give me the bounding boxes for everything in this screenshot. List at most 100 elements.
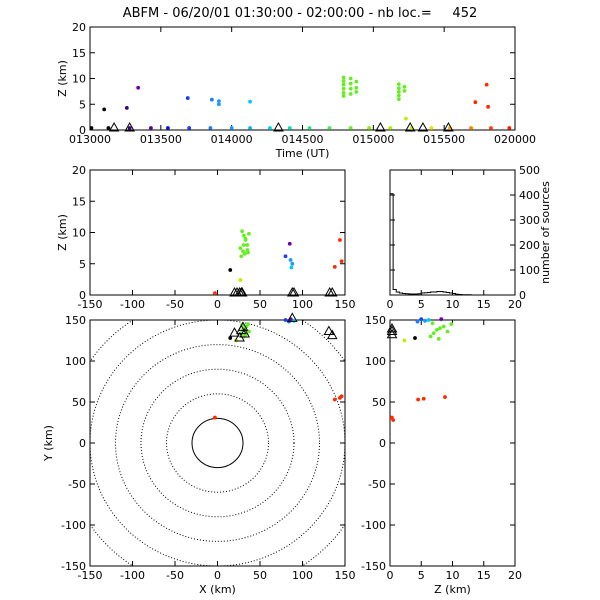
station-triangle <box>404 121 416 132</box>
time-height-point <box>185 96 190 100</box>
height-y-point <box>426 318 431 322</box>
height-y-point <box>402 338 407 343</box>
range-ring <box>191 417 244 469</box>
histogram-y-axis-label: 100 <box>519 264 540 277</box>
station-triangle <box>386 328 398 339</box>
height-y-point <box>438 326 442 331</box>
height-y-point <box>436 336 441 341</box>
height-y-point <box>443 395 447 399</box>
height-y-z-axis-label: 20 <box>508 569 522 582</box>
plan-y-axis-label: 100 <box>65 355 86 368</box>
height-y-point <box>428 334 433 339</box>
x-height-point <box>239 254 244 259</box>
plan-y-axis-label: 0 <box>79 437 86 450</box>
plan-point <box>332 397 337 402</box>
x-height-x-axis-label: 50 <box>253 298 267 311</box>
time-height-point <box>486 104 490 109</box>
histogram-frame <box>389 169 516 296</box>
time-height-point <box>341 75 346 80</box>
time-height-point <box>217 99 221 104</box>
time-baseline-marker <box>388 126 393 130</box>
time-height-point <box>348 86 353 91</box>
time-height-frame <box>89 26 516 131</box>
x-height-point <box>241 233 246 238</box>
plan-x-axis-label: -150 <box>78 569 103 582</box>
station-triangle <box>124 121 136 132</box>
range-ring <box>90 320 345 566</box>
time-height-point <box>348 81 353 86</box>
station-triangle <box>326 286 338 297</box>
time-height-point <box>341 86 346 91</box>
time-baseline-marker <box>106 126 111 130</box>
station-triangle <box>237 321 249 331</box>
plan-x-title: X (km) <box>199 583 236 596</box>
histogram-y-axis-label: 200 <box>519 239 540 252</box>
histogram-x-axis-label: 0 <box>387 298 394 311</box>
plan-y-title: Y (km) <box>42 425 55 462</box>
time-baseline-marker <box>208 126 213 130</box>
time-height-point <box>473 100 478 105</box>
height-y-point <box>413 336 417 340</box>
x-height-point <box>338 238 342 242</box>
height-y-y-axis-label: -50 <box>368 478 386 491</box>
station-triangle <box>417 121 429 132</box>
station-triangle <box>273 121 284 132</box>
plan-point <box>339 394 344 399</box>
station-triangle <box>229 327 240 337</box>
station-triangle <box>375 121 386 132</box>
station-triangle <box>288 286 300 297</box>
x-height-point <box>290 261 295 266</box>
x-height-point <box>288 258 293 262</box>
plan-point <box>246 322 251 326</box>
range-ring <box>115 344 320 542</box>
plan-x-axis-label: -100 <box>120 569 145 582</box>
time-height-point <box>348 76 353 81</box>
height-y-frame <box>389 319 516 567</box>
plan-x-axis-label: 50 <box>253 569 267 582</box>
time-baseline-marker <box>348 126 353 130</box>
x-height-frame <box>89 169 346 296</box>
time-baseline-marker <box>248 126 252 130</box>
time-height-point <box>136 85 141 90</box>
height-y-point <box>419 317 424 322</box>
x-height-point <box>238 278 243 282</box>
plan-view-frame <box>89 319 346 567</box>
time-baseline-marker <box>367 126 371 130</box>
x-height-point <box>245 243 250 247</box>
height-y-point <box>439 317 444 322</box>
time-baseline-marker <box>149 126 153 130</box>
x-height-z-title: Z (km) <box>56 214 69 251</box>
time-axis-label: 014000 <box>211 133 253 146</box>
height-y-z-axis-label: 5 <box>418 569 425 582</box>
time-baseline-marker <box>429 126 434 130</box>
x-height-point <box>339 259 344 264</box>
plan-point <box>228 336 233 340</box>
plan-x-axis-label: 0 <box>214 569 221 582</box>
height-y-z-axis-label: 15 <box>477 569 491 582</box>
histogram-y-title: number of sources <box>539 181 552 284</box>
height-y-y-axis-label: -100 <box>361 519 386 532</box>
time-height-point <box>341 91 346 95</box>
time-height-point <box>217 102 221 107</box>
x-height-point <box>283 254 288 259</box>
station-triangle <box>108 121 120 132</box>
time-height-point <box>341 94 346 98</box>
time-baseline-marker <box>89 126 94 130</box>
time-axis-label: 013000 <box>69 133 111 146</box>
time-height-z-axis-label: 10 <box>72 73 86 86</box>
x-height-x-axis-label: 100 <box>292 298 313 311</box>
time-height-z-axis-label: 15 <box>72 47 86 60</box>
time-height-point <box>396 82 401 87</box>
histogram-x-axis-label: 20 <box>508 298 522 311</box>
time-baseline-marker <box>166 126 170 130</box>
station-triangle <box>386 323 398 333</box>
plan-y-axis-label: -50 <box>68 478 86 491</box>
time-height-point <box>404 116 408 121</box>
station-triangle <box>326 329 338 340</box>
height-y-point <box>416 397 421 402</box>
time-baseline-marker <box>327 126 332 130</box>
time-baseline-marker <box>287 126 292 130</box>
time-baseline-marker <box>469 126 473 130</box>
station-triangle <box>236 286 248 297</box>
x-height-x-axis-label: -150 <box>78 298 103 311</box>
